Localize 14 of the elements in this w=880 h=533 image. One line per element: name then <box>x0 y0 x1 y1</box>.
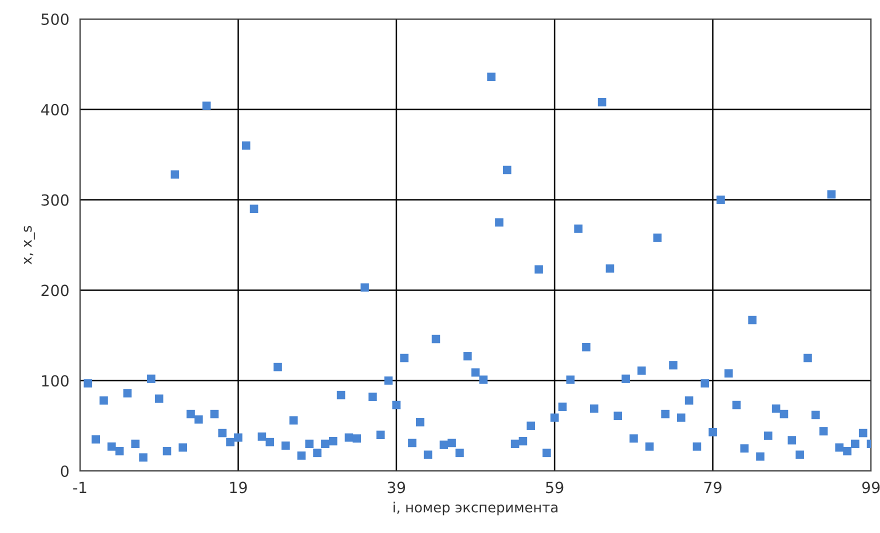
y-tick-label: 300 <box>42 194 69 206</box>
y-tick-label: 0 <box>60 465 69 478</box>
y-tick-label: 400 <box>41 104 69 116</box>
x-tick-label: 19 <box>230 482 247 494</box>
x-tick-label: 79 <box>704 482 722 494</box>
x-tick-label: 99 <box>862 482 880 494</box>
y-axis-title: x, x_s <box>24 226 35 264</box>
x-axis-title: i, номер эксперимента <box>394 502 558 516</box>
x-tick-label: -1 <box>73 482 86 494</box>
x-tick-label: 59 <box>546 482 564 494</box>
y-tick-label: 100 <box>42 375 69 387</box>
y-tick-label: 200 <box>42 284 69 296</box>
x-tick-label: 39 <box>388 482 406 494</box>
y-tick-label: 500 <box>42 13 69 26</box>
